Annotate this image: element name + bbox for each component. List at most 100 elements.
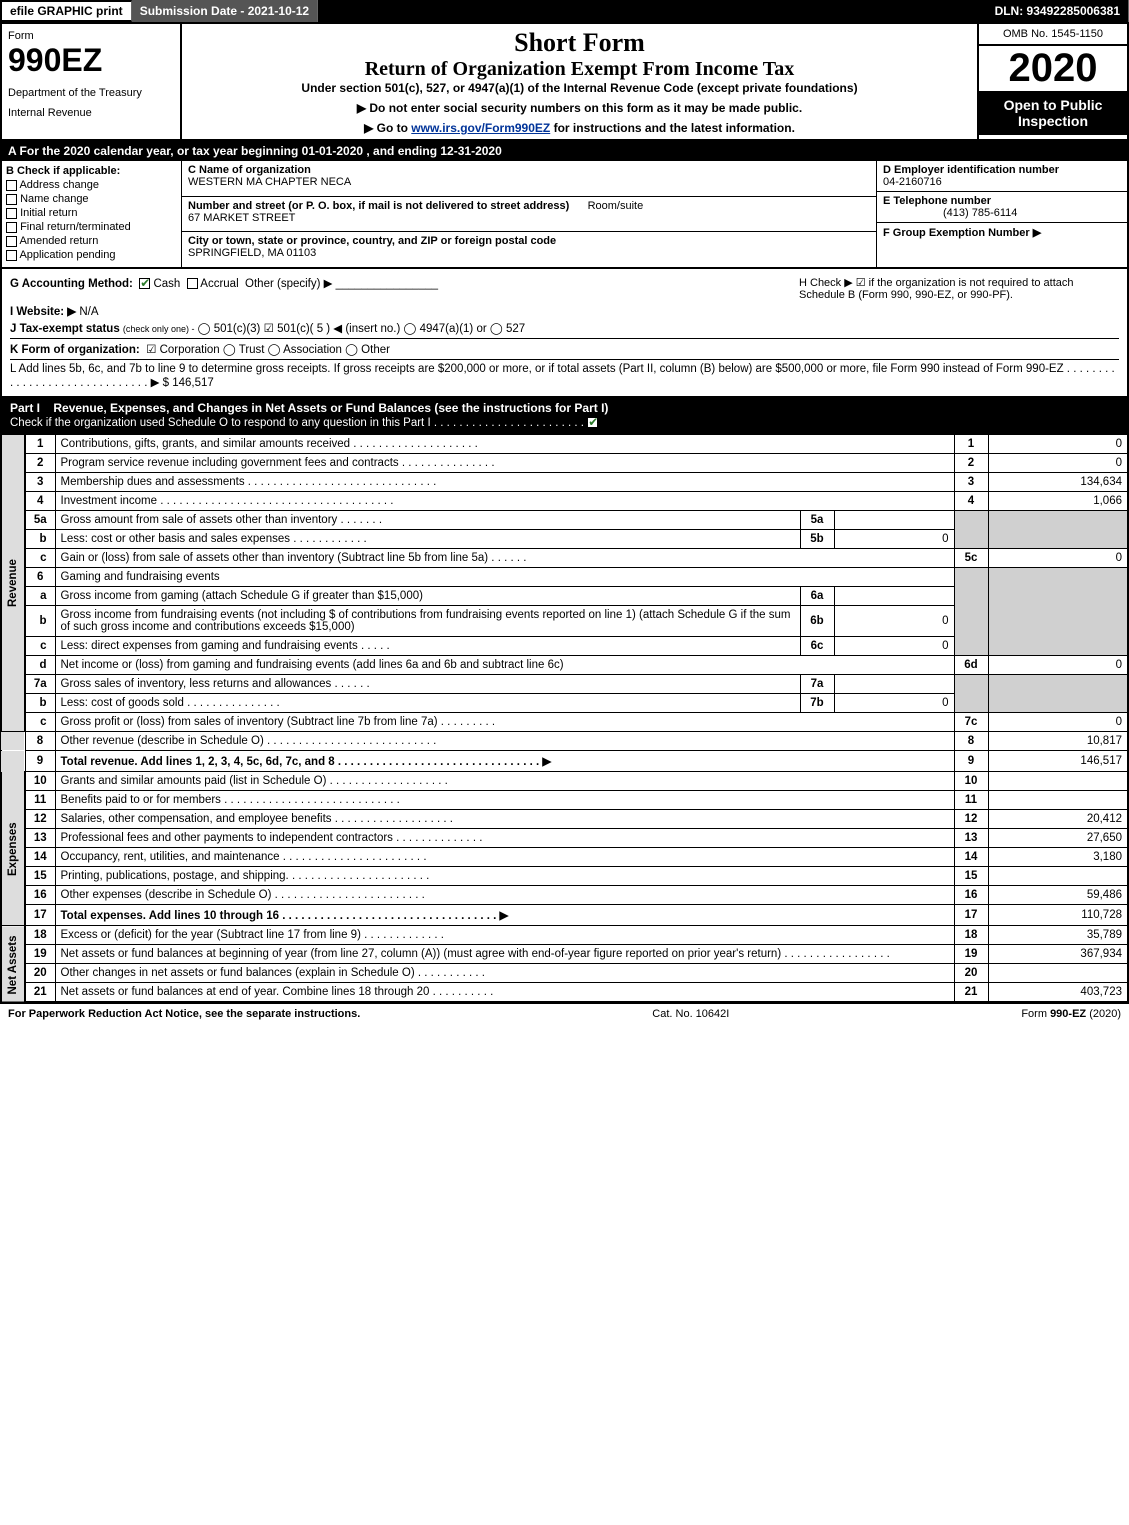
box-def: D Employer identification number 04-2160… (877, 161, 1127, 267)
l14-text: Occupancy, rent, utilities, and maintena… (55, 848, 954, 867)
ln-3: 3 (25, 473, 55, 492)
chk-final-return[interactable]: Final return/terminated (6, 221, 177, 233)
l13-text: Professional fees and other payments to … (55, 829, 954, 848)
header-left: Form 990EZ Department of the Treasury In… (2, 24, 182, 139)
shade-5a (988, 511, 1128, 549)
ln-5a: 5a (25, 511, 55, 530)
box-c: C Name of organization WESTERN MA CHAPTE… (182, 161, 877, 267)
ln-14: 14 (25, 848, 55, 867)
top-bar: efile GRAPHIC print Submission Date - 20… (0, 0, 1129, 22)
row-a-tax-year: A For the 2020 calendar year, or tax yea… (0, 141, 1129, 161)
ln-7b: b (25, 694, 55, 713)
part-1-title: Revenue, Expenses, and Changes in Net As… (53, 401, 608, 415)
j-sub: (check only one) - (123, 324, 195, 334)
opt-cash: Cash (153, 278, 180, 290)
l17-col: 17 (954, 905, 988, 926)
vtab-net-assets: Net Assets (1, 926, 25, 1003)
l16-col: 16 (954, 886, 988, 905)
ln-6c: c (25, 637, 55, 656)
header-mid: Short Form Return of Organization Exempt… (182, 24, 977, 139)
addr-label: Number and street (or P. O. box, if mail… (188, 200, 569, 212)
tax-year: 2020 (979, 46, 1127, 91)
irs-link[interactable]: www.irs.gov/Form990EZ (411, 121, 550, 135)
l9-text: Total revenue. Add lines 1, 2, 3, 4, 5c,… (55, 751, 954, 772)
l10-col: 10 (954, 772, 988, 791)
l7b-text: Less: cost of goods sold . . . . . . . .… (55, 694, 800, 713)
goto-post: for instructions and the latest informat… (550, 121, 795, 135)
tel-cell: E Telephone number (413) 785-6114 (877, 192, 1127, 223)
shade-6 (954, 568, 988, 656)
l6a-text: Gross income from gaming (attach Schedul… (55, 587, 800, 606)
l20-col: 20 (954, 964, 988, 983)
l8-col: 8 (954, 732, 988, 751)
tel-label: E Telephone number (883, 195, 991, 207)
l13-col: 13 (954, 829, 988, 848)
org-name-cell: C Name of organization WESTERN MA CHAPTE… (182, 161, 877, 197)
l8-amt: 10,817 (988, 732, 1128, 751)
l3-text: Membership dues and assessments . . . . … (55, 473, 954, 492)
ln-1: 1 (25, 435, 55, 454)
l6d-col: 6d (954, 656, 988, 675)
chk-accrual[interactable] (187, 278, 198, 289)
footer-left: For Paperwork Reduction Act Notice, see … (8, 1008, 360, 1020)
l4-amt: 1,066 (988, 492, 1128, 511)
j-opts: ◯ 501(c)(3) ☑ 501(c)( 5 ) ◀ (insert no.)… (198, 323, 525, 335)
ein-cell: D Employer identification number 04-2160… (877, 161, 1127, 192)
chk-cash[interactable] (139, 278, 150, 289)
efile-graphic-print[interactable]: efile GRAPHIC print (0, 0, 132, 22)
chk-amended-return[interactable]: Amended return (6, 235, 177, 247)
l20-text: Other changes in net assets or fund bala… (55, 964, 954, 983)
opt-accrual: Accrual (200, 278, 238, 290)
l12-text: Salaries, other compensation, and employ… (55, 810, 954, 829)
shade-6a (988, 568, 1128, 656)
opt-other: Other (specify) ▶ (245, 278, 332, 290)
l8-text: Other revenue (describe in Schedule O) .… (55, 732, 954, 751)
l10-text: Grants and similar amounts paid (list in… (55, 772, 954, 791)
l14-amt: 3,180 (988, 848, 1128, 867)
l6a-ic: 6a (800, 587, 834, 606)
goto-line: ▶ Go to www.irs.gov/Form990EZ for instru… (186, 121, 973, 135)
group-exemption-cell: F Group Exemption Number ▶ (877, 223, 1127, 242)
l1-col: 1 (954, 435, 988, 454)
l6b-ia: 0 (834, 606, 954, 637)
l21-amt: 403,723 (988, 983, 1128, 1003)
l3-col: 3 (954, 473, 988, 492)
vtab-expenses: Expenses (1, 772, 25, 926)
l11-amt (988, 791, 1128, 810)
org-name-label: C Name of organization (188, 164, 311, 176)
l6d-amt: 0 (988, 656, 1128, 675)
city-state-zip: SPRINGFIELD, MA 01103 (188, 247, 316, 259)
l17-amt: 110,728 (988, 905, 1128, 926)
l4-col: 4 (954, 492, 988, 511)
chk-initial-return[interactable]: Initial return (6, 207, 177, 219)
omb-number: OMB No. 1545-1150 (979, 24, 1127, 46)
form-number: 990EZ (8, 42, 174, 79)
submission-date: Submission Date - 2021-10-12 (132, 0, 318, 22)
chk-name-change[interactable]: Name change (6, 193, 177, 205)
ln-7c: c (25, 713, 55, 732)
dept-treasury: Department of the Treasury (8, 87, 174, 99)
part-1-check: Check if the organization used Schedule … (10, 417, 598, 429)
l7a-ia (834, 675, 954, 694)
l5b-ic: 5b (800, 530, 834, 549)
chk-schedule-o[interactable] (587, 417, 598, 428)
l7c-amt: 0 (988, 713, 1128, 732)
l19-col: 19 (954, 945, 988, 964)
city-cell: City or town, state or province, country… (182, 232, 877, 267)
entity-block: B Check if applicable: Address change Na… (0, 161, 1129, 269)
h-text: H Check ▶ ☑ if the organization is not r… (799, 276, 1119, 301)
line-g-h: G Accounting Method: Cash Accrual Other … (10, 276, 1119, 301)
ln-5b: b (25, 530, 55, 549)
l13-amt: 27,650 (988, 829, 1128, 848)
l7a-ic: 7a (800, 675, 834, 694)
ln-6b: b (25, 606, 55, 637)
chk-application-pending[interactable]: Application pending (6, 249, 177, 261)
l6c-ic: 6c (800, 637, 834, 656)
addr-cell: Number and street (or P. O. box, if mail… (182, 197, 877, 233)
ein-label: D Employer identification number (883, 164, 1059, 176)
ssn-warning: ▶ Do not enter social security numbers o… (186, 101, 973, 115)
ln-20: 20 (25, 964, 55, 983)
l2-text: Program service revenue including govern… (55, 454, 954, 473)
chk-address-change[interactable]: Address change (6, 179, 177, 191)
k-opts: ☑ Corporation ◯ Trust ◯ Association ◯ Ot… (146, 344, 390, 356)
